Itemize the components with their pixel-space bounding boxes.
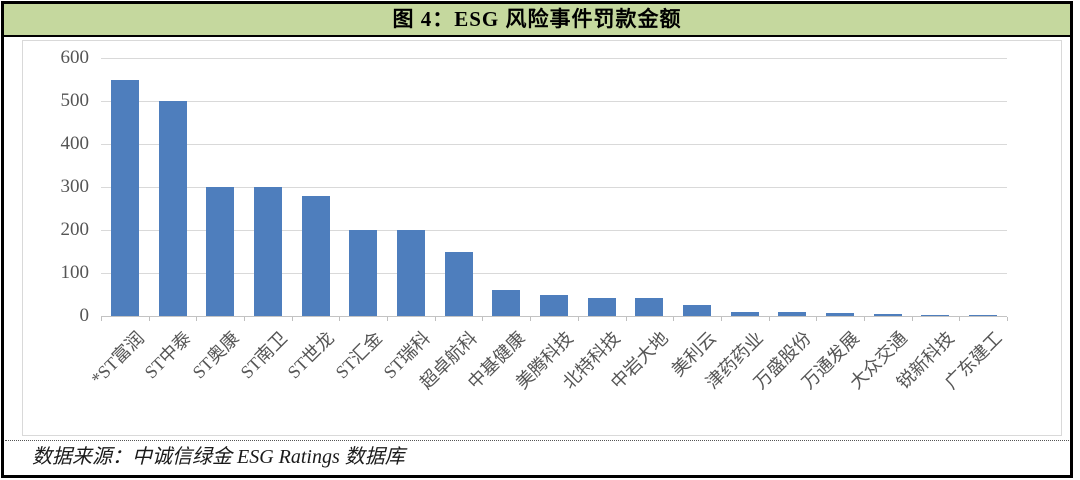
x-axis-tick (434, 317, 436, 321)
x-axis-tick (673, 317, 675, 321)
bar (683, 305, 712, 316)
bar (587, 297, 616, 316)
gridline (101, 273, 1007, 274)
x-axis-tick (101, 317, 102, 321)
bar (826, 312, 855, 316)
x-axis-tick (291, 317, 293, 321)
bar (492, 290, 521, 316)
y-tick-label: 400 (60, 133, 90, 154)
x-axis-tick (244, 317, 246, 321)
bar (778, 311, 807, 316)
x-axis-tick (625, 317, 627, 321)
bar (921, 314, 950, 316)
x-axis-tick (339, 317, 341, 321)
bar (730, 311, 759, 316)
bar-chart: 0 100 200 300 400 500 600 *ST富润 ST中泰 ST奥康 ST南卫 ST世龙… (22, 40, 1062, 436)
dotted-divider (5, 440, 1069, 441)
bar (635, 297, 664, 316)
bar (110, 79, 139, 316)
y-tick-label: 600 (60, 47, 90, 68)
bar (873, 313, 902, 316)
x-axis-tick (863, 317, 865, 321)
y-tick-label: 300 (60, 176, 90, 197)
data-source: 数据来源：中诚信绿金 ESG Ratings 数据库 (32, 446, 405, 468)
x-axis-tick (768, 317, 770, 321)
x-axis-tick (387, 317, 389, 321)
bar (301, 195, 330, 316)
gridline (101, 101, 1007, 102)
x-axis-tick (530, 317, 532, 321)
x-axis-tick (577, 317, 579, 321)
figure-title: 图 4：ESG 风险事件罚款金额 (4, 4, 1070, 37)
gridline (101, 230, 1007, 231)
bar (206, 187, 235, 316)
x-axis-tick (196, 317, 198, 321)
gridline (101, 187, 1007, 188)
y-tick-label: 100 (60, 262, 90, 283)
gridline (101, 144, 1007, 145)
x-axis-tick (816, 317, 818, 321)
bar (349, 230, 378, 316)
bar (969, 314, 998, 316)
bar (540, 295, 568, 316)
x-axis-tick (911, 317, 913, 321)
bar (158, 101, 187, 316)
x-axis-tick (959, 317, 961, 321)
bar (253, 187, 282, 316)
x-axis-tick (720, 317, 722, 321)
bar (444, 251, 473, 316)
y-tick-label: 200 (60, 219, 90, 240)
gridline (101, 58, 1007, 59)
x-axis-tick (1007, 317, 1008, 321)
bar (396, 230, 425, 316)
x-axis-tick (482, 317, 484, 321)
x-axis-tick (148, 317, 150, 321)
x-axis-line (101, 316, 1007, 317)
y-tick-label: 0 (79, 305, 90, 326)
y-tick-label: 500 (60, 90, 90, 111)
